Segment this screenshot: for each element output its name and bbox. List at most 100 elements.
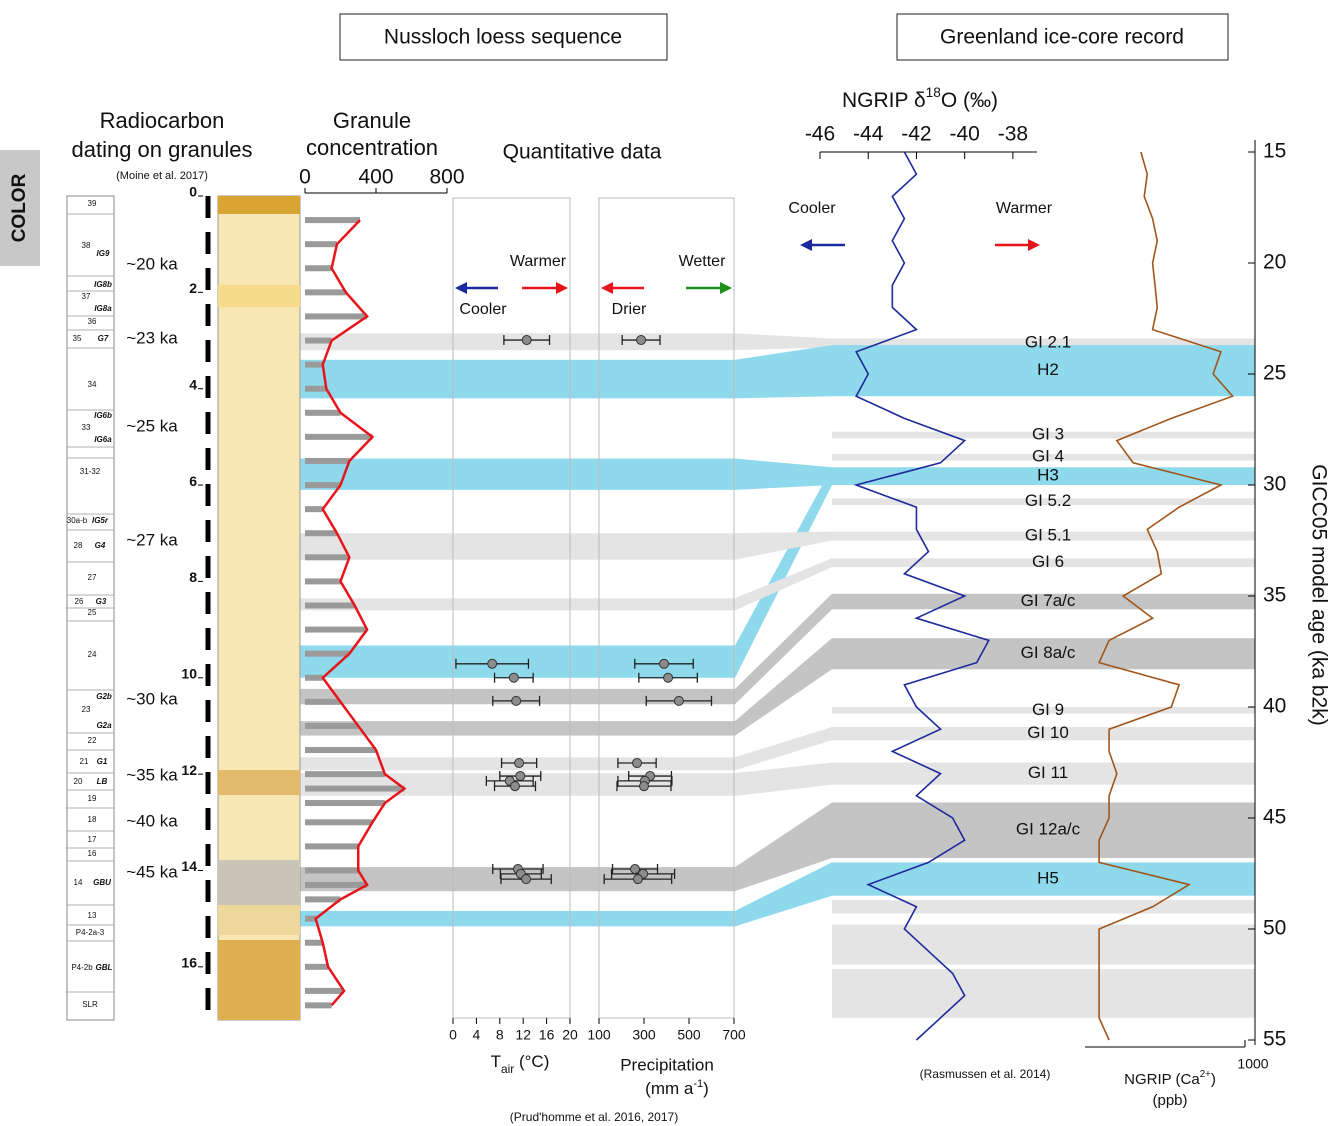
strat-unit: 14 bbox=[74, 878, 83, 887]
age-label: ~35 ka bbox=[126, 765, 178, 784]
x-axis-title-part: 2+ bbox=[1200, 1069, 1211, 1080]
age-label: ~30 ka bbox=[126, 689, 178, 708]
event-label: GI 11 bbox=[1028, 763, 1068, 782]
depth-tick-label: 16 bbox=[181, 955, 197, 971]
granule-bar bbox=[305, 867, 359, 874]
x-tick-label: 8 bbox=[496, 1027, 504, 1043]
y-tick-label: 15 bbox=[1263, 140, 1286, 163]
x-tick-label: 0 bbox=[299, 166, 311, 189]
x-axis-title: (ppb) bbox=[1152, 1092, 1187, 1109]
panel-frame bbox=[452, 197, 571, 1019]
x-tick-label: 4 bbox=[473, 1027, 481, 1043]
x-axis-title: Tair (°C) bbox=[491, 1052, 550, 1076]
strat-unit: 28 bbox=[74, 541, 83, 550]
granule-bar bbox=[305, 361, 323, 368]
granule-bar bbox=[305, 747, 376, 754]
data-point bbox=[632, 758, 643, 769]
bands bbox=[300, 333, 1255, 1018]
x-axis-title-part: O (‰) bbox=[941, 89, 998, 112]
granule-bar bbox=[305, 1002, 332, 1009]
x-tick-label: 700 bbox=[722, 1027, 746, 1043]
strat-unit: G4 bbox=[95, 541, 106, 550]
strat-unit: IG8a bbox=[94, 304, 112, 313]
band-connector bbox=[735, 593, 832, 705]
band-connector bbox=[735, 458, 832, 490]
granule-bar bbox=[305, 819, 373, 826]
strat-unit: 17 bbox=[88, 835, 97, 844]
x-tick-label: 300 bbox=[632, 1027, 656, 1043]
ice-band bbox=[832, 762, 1255, 785]
data-point bbox=[673, 695, 684, 706]
trace-line bbox=[853, 151, 990, 1041]
granule-bar bbox=[305, 506, 323, 513]
strat-unit: 21 bbox=[80, 757, 89, 766]
event-label: H3 bbox=[1037, 466, 1059, 485]
data-point bbox=[630, 864, 640, 875]
x-axis-title-part: air bbox=[501, 1062, 514, 1076]
x-tick-label: 400 bbox=[358, 166, 393, 189]
loess-band bbox=[300, 359, 735, 399]
granule-bar bbox=[305, 722, 359, 729]
strat-unit: 13 bbox=[88, 911, 97, 920]
band-connector bbox=[735, 762, 832, 796]
strat-unit: 26 bbox=[75, 597, 84, 606]
x-tick-label: 800 bbox=[429, 166, 464, 189]
granule-bar bbox=[305, 433, 373, 440]
band-connector bbox=[735, 558, 832, 611]
age-label: ~25 ka bbox=[126, 416, 178, 435]
x-axis-title: Precipitation bbox=[620, 1055, 714, 1074]
granule-bar bbox=[305, 963, 329, 970]
ice-band bbox=[832, 498, 1255, 505]
arrow-head bbox=[601, 282, 613, 294]
event-label: GI 8a/c bbox=[1021, 643, 1076, 662]
depth-tick-label: 14 bbox=[181, 858, 197, 874]
y-tick-label: 30 bbox=[1263, 473, 1286, 496]
ice-band bbox=[832, 531, 1255, 541]
granule-bar bbox=[305, 457, 350, 464]
granule-bar bbox=[305, 409, 341, 416]
event-label: GI 4 bbox=[1032, 447, 1064, 466]
data-point bbox=[508, 672, 519, 683]
strat-unit: 37 bbox=[82, 292, 91, 301]
y-axis-title: GICC05 model age (ka b2k) bbox=[1307, 464, 1330, 725]
ice-band bbox=[832, 345, 1255, 397]
strat-unit: IG8b bbox=[94, 280, 112, 289]
badge: COLOR bbox=[9, 173, 30, 242]
granule-bar bbox=[305, 578, 341, 585]
y-tick-label: 25 bbox=[1263, 362, 1286, 385]
granule-bar bbox=[305, 843, 359, 850]
strat-unit: 18 bbox=[88, 815, 97, 824]
data-point bbox=[514, 758, 525, 769]
title-box bbox=[339, 13, 668, 61]
ice-band bbox=[832, 431, 1255, 439]
x-tick-label: 500 bbox=[677, 1027, 701, 1043]
x-axis-title-part: ) bbox=[1211, 1071, 1216, 1088]
granule-bar bbox=[305, 265, 332, 272]
event-label: GI 5.2 bbox=[1025, 491, 1071, 510]
event-label: GI 2.1 bbox=[1025, 332, 1071, 351]
age-label: ~45 ka bbox=[126, 862, 178, 881]
data-point bbox=[639, 781, 649, 792]
ice-band bbox=[832, 900, 1255, 914]
strat-unit: 19 bbox=[88, 794, 97, 803]
granule-bar bbox=[305, 987, 345, 994]
strat-unit: 36 bbox=[88, 317, 97, 326]
depth-tick-label: 4 bbox=[189, 376, 197, 392]
strat-unit: G7 bbox=[98, 334, 109, 343]
age-label: ~23 ka bbox=[126, 328, 178, 347]
strat-unit: P4-2a-3 bbox=[76, 928, 105, 937]
strat-unit: IG6b bbox=[94, 411, 112, 420]
event-label: GI 9 bbox=[1032, 700, 1064, 719]
granule-bar bbox=[305, 650, 350, 657]
x-tick-label: 16 bbox=[539, 1027, 555, 1043]
panel-title: Radiocarbon bbox=[100, 108, 225, 133]
granule-bar bbox=[305, 217, 361, 224]
data-point bbox=[521, 335, 532, 346]
granule-bar bbox=[305, 939, 323, 946]
ice-band bbox=[832, 802, 1255, 858]
badge-box bbox=[0, 150, 40, 266]
granule-bar bbox=[305, 771, 385, 778]
title-box bbox=[896, 13, 1229, 61]
band-connector bbox=[735, 467, 832, 678]
granule-bar bbox=[305, 313, 368, 320]
